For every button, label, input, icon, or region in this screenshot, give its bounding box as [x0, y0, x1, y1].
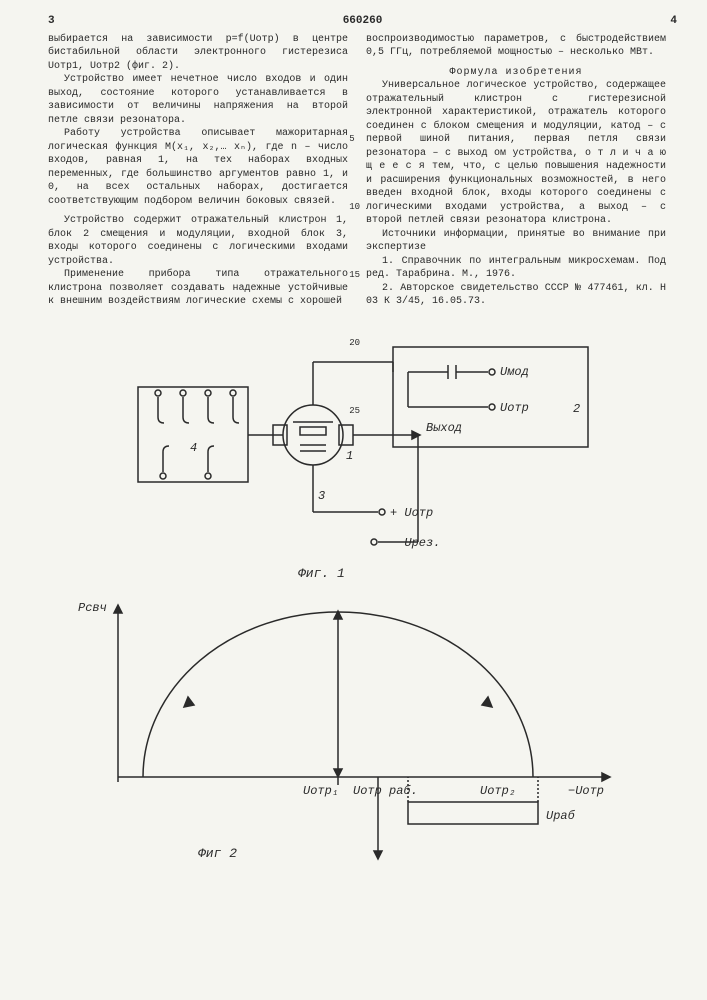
fig1-n4: 4	[190, 441, 197, 455]
fig2-caption: Фиг 2	[198, 846, 237, 861]
patent-number: 660260	[88, 14, 637, 29]
figures-area: Uмод Uотр Выход + Uотр − Uрез. 1 2 3 4 Ф…	[48, 317, 677, 887]
ln-10: 10	[349, 201, 360, 213]
fig1-n3: 3	[318, 489, 325, 503]
left-p4: Устройство содержит отражательный клистр…	[48, 214, 348, 268]
ln-15: 15	[349, 269, 360, 281]
ln-5: 5	[349, 133, 360, 145]
fig2-u2: Uотр₂	[480, 784, 516, 798]
left-p1: выбирается на зависимости p=f(Uотр) в це…	[48, 33, 348, 74]
ln-20: 20	[349, 337, 360, 349]
page-container: 3 660260 4 выбирается на зависимости p=f…	[0, 0, 707, 1000]
formula-title: Формула изобретения	[366, 66, 666, 80]
left-column: выбирается на зависимости p=f(Uотр) в це…	[48, 33, 348, 309]
fig2-ylabel: Pсвч	[78, 601, 107, 615]
left-p2: Устройство имеет нечетное число входов и…	[48, 73, 348, 127]
line-numbers: 5 10 15 20 25	[349, 33, 360, 418]
fig2-xright: −Uотр	[568, 784, 604, 798]
right-column: воспроизводимостью параметров, с быстрод…	[366, 33, 666, 309]
fig1-n1: 1	[346, 449, 353, 463]
right-p4: 1. Справочник по интегральным микросхема…	[366, 255, 666, 282]
fig2-urab-top: Uотр раб.	[353, 784, 418, 798]
fig2-urab: Uраб	[546, 809, 576, 823]
page-header: 3 660260 4	[48, 14, 677, 29]
fig1-n2: 2	[573, 402, 580, 416]
fig1-minus-irez-label: − Uрез.	[390, 536, 440, 550]
fig1-caption: Фиг. 1	[298, 566, 345, 581]
right-p1: воспроизводимостью параметров, с быстрод…	[366, 33, 666, 60]
fig1-iotr-label: Uотр	[500, 401, 529, 415]
left-p5: Применение прибора типа отражательного к…	[48, 268, 348, 309]
fig1-imod-label: Uмод	[500, 365, 529, 379]
text-columns: выбирается на зависимости p=f(Uотр) в це…	[48, 33, 677, 309]
right-p2: Универсальное логическое устройство, сод…	[366, 79, 666, 228]
fig1-plus-iotr-label: + Uотр	[390, 506, 433, 520]
fig1-vykhod-label: Выход	[426, 421, 462, 435]
figure-2: Pсвч Uотр₁ Uотр раб. Uотр₂ −Uотр Uраб Фи…	[48, 587, 668, 887]
right-p5: 2. Авторское свидетельство СССР № 477461…	[366, 282, 666, 309]
page-num-right: 4	[637, 14, 677, 29]
right-p3: Источники информации, принятые во вниман…	[366, 228, 666, 255]
page-num-left: 3	[48, 14, 88, 29]
ln-25: 25	[349, 405, 360, 417]
fig2-u1: Uотр₁	[303, 784, 339, 798]
left-p3: Работу устройства описывает мажоритарная…	[48, 127, 348, 208]
